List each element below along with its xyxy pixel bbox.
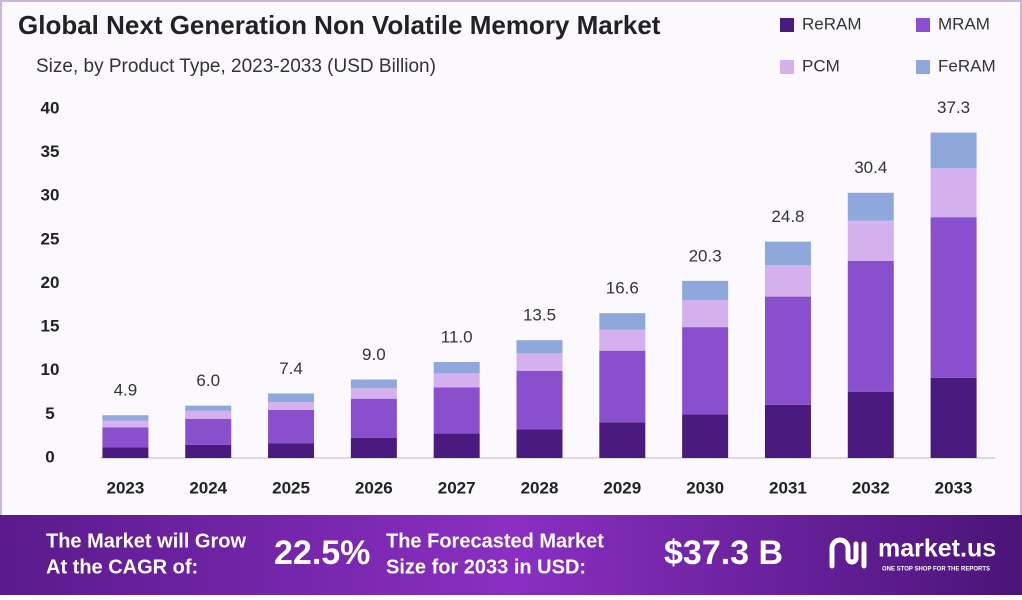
bar-segment xyxy=(930,217,977,378)
bar-segment xyxy=(599,329,646,351)
bar-segment xyxy=(847,220,894,261)
bar-segment xyxy=(102,420,149,428)
legend-swatch xyxy=(916,60,930,74)
forecast-text: Size for 2033 in USD: xyxy=(386,556,586,578)
bar-segment xyxy=(599,422,646,458)
bar-segment xyxy=(516,353,563,371)
bar-segment xyxy=(847,260,894,392)
bar-segment xyxy=(930,168,977,218)
bar-segment xyxy=(350,388,397,399)
total-label: 7.4 xyxy=(279,359,303,378)
bar-segment xyxy=(599,350,646,423)
bar-segment xyxy=(350,379,397,389)
total-label: 16.6 xyxy=(606,279,639,298)
bar-segment xyxy=(102,427,149,448)
bar-segment xyxy=(847,391,894,458)
y-tick-label: 40 xyxy=(41,98,60,117)
x-tick-label: 2023 xyxy=(106,478,144,497)
x-tick-label: 2030 xyxy=(686,478,724,497)
x-tick-label: 2033 xyxy=(935,478,973,497)
legend-swatch xyxy=(780,18,794,32)
total-label: 13.5 xyxy=(523,306,556,325)
y-tick-label: 0 xyxy=(45,447,54,466)
forecast-text: The Forecasted Market xyxy=(386,530,604,552)
y-tick-label: 20 xyxy=(41,273,60,292)
chart-subtitle: Size, by Product Type, 2023-2033 (USD Bi… xyxy=(36,56,436,77)
bar-segment xyxy=(764,265,811,297)
forecast-value: $37.3 B xyxy=(664,534,783,572)
bar-segment xyxy=(268,410,315,444)
x-tick-label: 2024 xyxy=(189,478,227,497)
bar-segment xyxy=(350,437,397,458)
bar-segment xyxy=(764,241,811,266)
bar-segment xyxy=(930,377,977,458)
bar-segment xyxy=(268,443,315,458)
total-label: 30.4 xyxy=(854,158,887,177)
bar-segment xyxy=(268,393,315,403)
total-label: 20.3 xyxy=(689,246,722,265)
bar-segment xyxy=(350,398,397,438)
cagr-value: 22.5% xyxy=(274,534,370,572)
bar-segment xyxy=(433,387,480,434)
bar-segment xyxy=(682,280,729,301)
bar-segment xyxy=(516,370,563,430)
cagr-text: At the CAGR of: xyxy=(46,556,198,578)
legend-label: PCM xyxy=(802,56,840,75)
total-label: 11.0 xyxy=(441,328,473,347)
brand-tagline: ONE STOP SHOP FOR THE REPORTS xyxy=(882,567,990,573)
bar-segment xyxy=(102,447,149,458)
bar-segment xyxy=(930,132,977,169)
y-tick-label: 15 xyxy=(41,317,60,336)
x-tick-label: 2028 xyxy=(521,478,559,497)
bar-segment xyxy=(102,415,149,421)
brand-logo xyxy=(829,537,867,569)
y-tick-label: 30 xyxy=(41,186,60,205)
y-tick-label: 35 xyxy=(41,142,60,161)
bar-segment xyxy=(764,296,811,405)
x-tick-label: 2029 xyxy=(603,478,641,497)
footer-banner xyxy=(0,515,1022,595)
legend-label: FeRAM xyxy=(938,56,996,75)
legend-label: MRAM xyxy=(938,14,990,33)
x-tick-label: 2026 xyxy=(355,478,393,497)
bar-segment xyxy=(185,405,232,411)
total-label: 6.0 xyxy=(196,371,220,390)
cagr-text: The Market will Grow xyxy=(46,530,246,552)
total-label: 24.8 xyxy=(771,207,804,226)
total-label: 9.0 xyxy=(362,345,386,364)
bar-segment xyxy=(268,402,315,411)
y-tick-label: 5 xyxy=(45,404,54,423)
bar-segment xyxy=(516,429,563,458)
bar-segment xyxy=(516,340,563,354)
bar-segment xyxy=(682,414,729,458)
bar-segment xyxy=(599,313,646,330)
y-tick-label: 10 xyxy=(41,360,60,379)
legend-label: ReRAM xyxy=(802,14,862,33)
bar-segment xyxy=(433,373,480,388)
x-tick-label: 2025 xyxy=(272,478,310,497)
bar-segment xyxy=(764,404,811,458)
bar-segment xyxy=(433,433,480,458)
y-tick-label: 25 xyxy=(41,229,60,248)
bar-segment xyxy=(847,192,894,221)
legend-swatch xyxy=(916,18,930,32)
legend-swatch xyxy=(780,60,794,74)
x-tick-label: 2031 xyxy=(769,478,807,497)
total-label: 4.9 xyxy=(114,381,138,400)
bar-segment xyxy=(433,362,480,374)
bar-segment xyxy=(185,418,232,445)
chart-title: Global Next Generation Non Volatile Memo… xyxy=(18,10,661,40)
bar-segment xyxy=(682,300,729,328)
x-tick-label: 2032 xyxy=(852,478,890,497)
total-label: 37.3 xyxy=(937,98,970,117)
x-tick-label: 2027 xyxy=(438,478,476,497)
bar-segment xyxy=(185,410,232,419)
bar-segment xyxy=(185,444,232,458)
bar-segment xyxy=(682,327,729,415)
brand-name: market.us xyxy=(878,535,996,563)
